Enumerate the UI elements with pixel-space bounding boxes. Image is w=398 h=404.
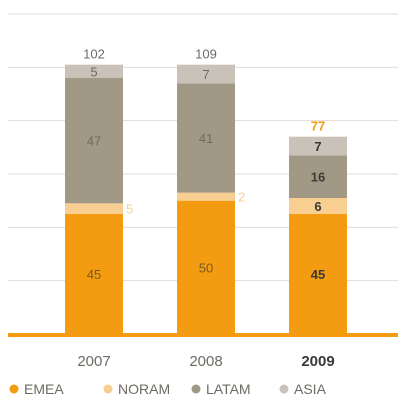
bar-segment-latam: [289, 155, 347, 198]
bar-segment-noram: [177, 192, 235, 201]
segment-label-latam: 47: [87, 134, 101, 149]
segment-label-emea: 45: [87, 267, 101, 282]
segment-label-asia: 7: [314, 139, 321, 154]
segment-label-noram: 5: [126, 202, 133, 217]
bar-segment-emea: [289, 214, 347, 334]
x-tick-label: 2007: [77, 353, 110, 370]
legend-marker: [191, 384, 201, 394]
segment-label-emea: 45: [311, 267, 325, 282]
x-axis-baseline: [8, 333, 398, 337]
x-axis: 2007 2008 2009: [8, 333, 398, 370]
bar-segment-emea: [65, 214, 123, 334]
segment-label-latam: 41: [199, 131, 213, 146]
x-tick-label: 2009: [301, 353, 334, 370]
bar-segment-noram: [289, 198, 347, 214]
bars: [65, 64, 347, 334]
legend-item-emea: EMEA: [9, 381, 64, 397]
legend-label: LATAM: [206, 381, 251, 397]
bar-segment-asia: [289, 136, 347, 156]
bar-segment-noram: [65, 203, 123, 214]
segment-label-noram: 6: [314, 199, 321, 214]
legend-label: ASIA: [294, 381, 327, 397]
bar-segment-emea: [177, 200, 235, 334]
segment-label-latam: 16: [311, 170, 325, 185]
segment-label-asia: 7: [202, 67, 209, 82]
x-tick-label: 2008: [189, 353, 222, 370]
bar-segment-latam: [65, 78, 123, 204]
total-label: 77: [311, 119, 325, 134]
total-label: 109: [195, 47, 217, 62]
legend-item-noram: NORAM: [103, 381, 170, 397]
legend-marker: [279, 384, 289, 394]
legend-label: EMEA: [24, 381, 64, 397]
legend-marker: [103, 384, 113, 394]
legend-label: NORAM: [118, 381, 170, 397]
bar-segment-latam: [177, 83, 235, 193]
total-label: 102: [83, 47, 105, 62]
segment-label-noram: 2: [238, 190, 245, 205]
segment-label-asia: 5: [90, 64, 97, 79]
legend-item-asia: ASIA: [279, 381, 327, 397]
bar-segment-asia: [177, 64, 235, 84]
segment-label-emea: 50: [199, 260, 213, 275]
legend-marker: [9, 384, 19, 394]
bar-segment-asia: [65, 64, 123, 78]
legend: EMEA NORAM LATAM ASIA: [9, 381, 327, 397]
legend-item-latam: LATAM: [191, 381, 251, 397]
